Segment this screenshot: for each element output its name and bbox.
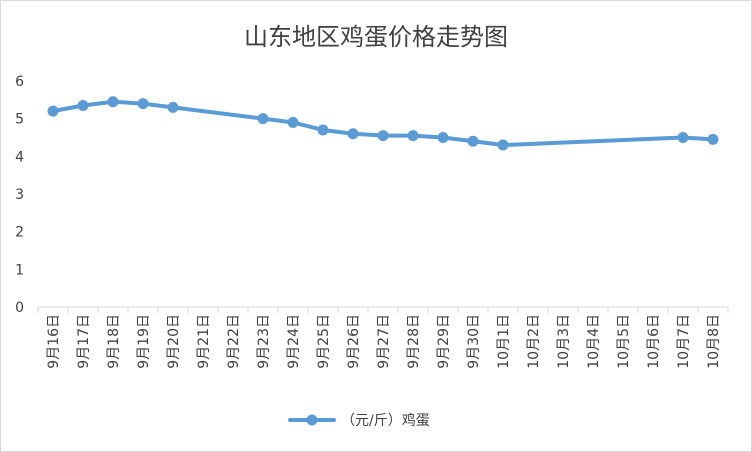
x-axis: 9月16日 9月17日 9月18日 9月19日 9月20日 9月21日 9月22日 9月23日…	[37, 306, 729, 369]
x-tick-label: 10月1日	[496, 314, 512, 369]
x-tick-label: 10月8日	[706, 314, 722, 369]
x-tick-label: 9月26日	[346, 314, 362, 369]
x-tick-label: 9月20日	[166, 314, 182, 369]
data-point	[437, 132, 449, 143]
data-point	[137, 98, 149, 110]
x-tick-label: 10月7日	[676, 314, 692, 369]
x-tick-label: 10月3日	[556, 314, 572, 369]
data-point	[257, 113, 269, 125]
x-tick-label: 9月18日	[106, 314, 122, 369]
x-tick-label: 9月19日	[136, 314, 152, 369]
data-point	[707, 133, 719, 145]
y-tick-label: 5	[15, 112, 24, 128]
y-tick-label: 0	[15, 300, 24, 316]
x-tick-label: 10月2日	[526, 314, 542, 369]
y-tick-label: 3	[15, 187, 24, 203]
x-tick-label: 10月6日	[646, 314, 662, 369]
x-tick-label: 9月23日	[256, 314, 272, 369]
x-tick-label: 9月22日	[226, 314, 242, 369]
legend-label: （元/斤）鸡蛋	[341, 412, 430, 429]
x-tick-label: 9月30日	[466, 314, 482, 369]
data-point	[317, 124, 329, 136]
x-tick-label: 9月27日	[376, 314, 392, 369]
data-point	[467, 135, 479, 147]
legend-marker	[306, 414, 318, 426]
y-axis: 0 1 2 3 4 5 6	[15, 74, 24, 316]
x-tick-label: 9月21日	[196, 314, 212, 369]
x-tick-label: 9月17日	[76, 314, 92, 369]
chart-title: 山东地区鸡蛋价格走势图	[244, 23, 508, 51]
y-tick-label: 1	[15, 262, 24, 278]
data-point	[167, 101, 179, 113]
y-tick-label: 6	[15, 74, 24, 90]
data-point	[347, 128, 359, 140]
data-point	[677, 132, 689, 143]
y-tick-label: 4	[15, 149, 24, 165]
x-tick-label: 10月4日	[586, 314, 602, 369]
series-group	[47, 96, 719, 151]
data-point	[107, 96, 119, 108]
y-tick-label: 2	[15, 225, 24, 241]
data-point	[377, 130, 389, 142]
x-tick-label: 9月29日	[436, 314, 452, 369]
x-tick-label: 9月16日	[46, 314, 62, 369]
series-line	[51, 99, 715, 148]
x-tick-label: 10月5日	[616, 314, 632, 369]
x-tick-label: 9月25日	[316, 314, 332, 369]
data-point	[77, 99, 89, 111]
x-tick-label: 9月28日	[406, 314, 422, 369]
legend: （元/斤）鸡蛋	[288, 412, 430, 429]
data-point	[287, 116, 299, 128]
data-point	[47, 105, 59, 117]
x-tick-label: 9月24日	[286, 314, 302, 369]
data-point	[497, 139, 509, 151]
data-point	[407, 130, 419, 142]
